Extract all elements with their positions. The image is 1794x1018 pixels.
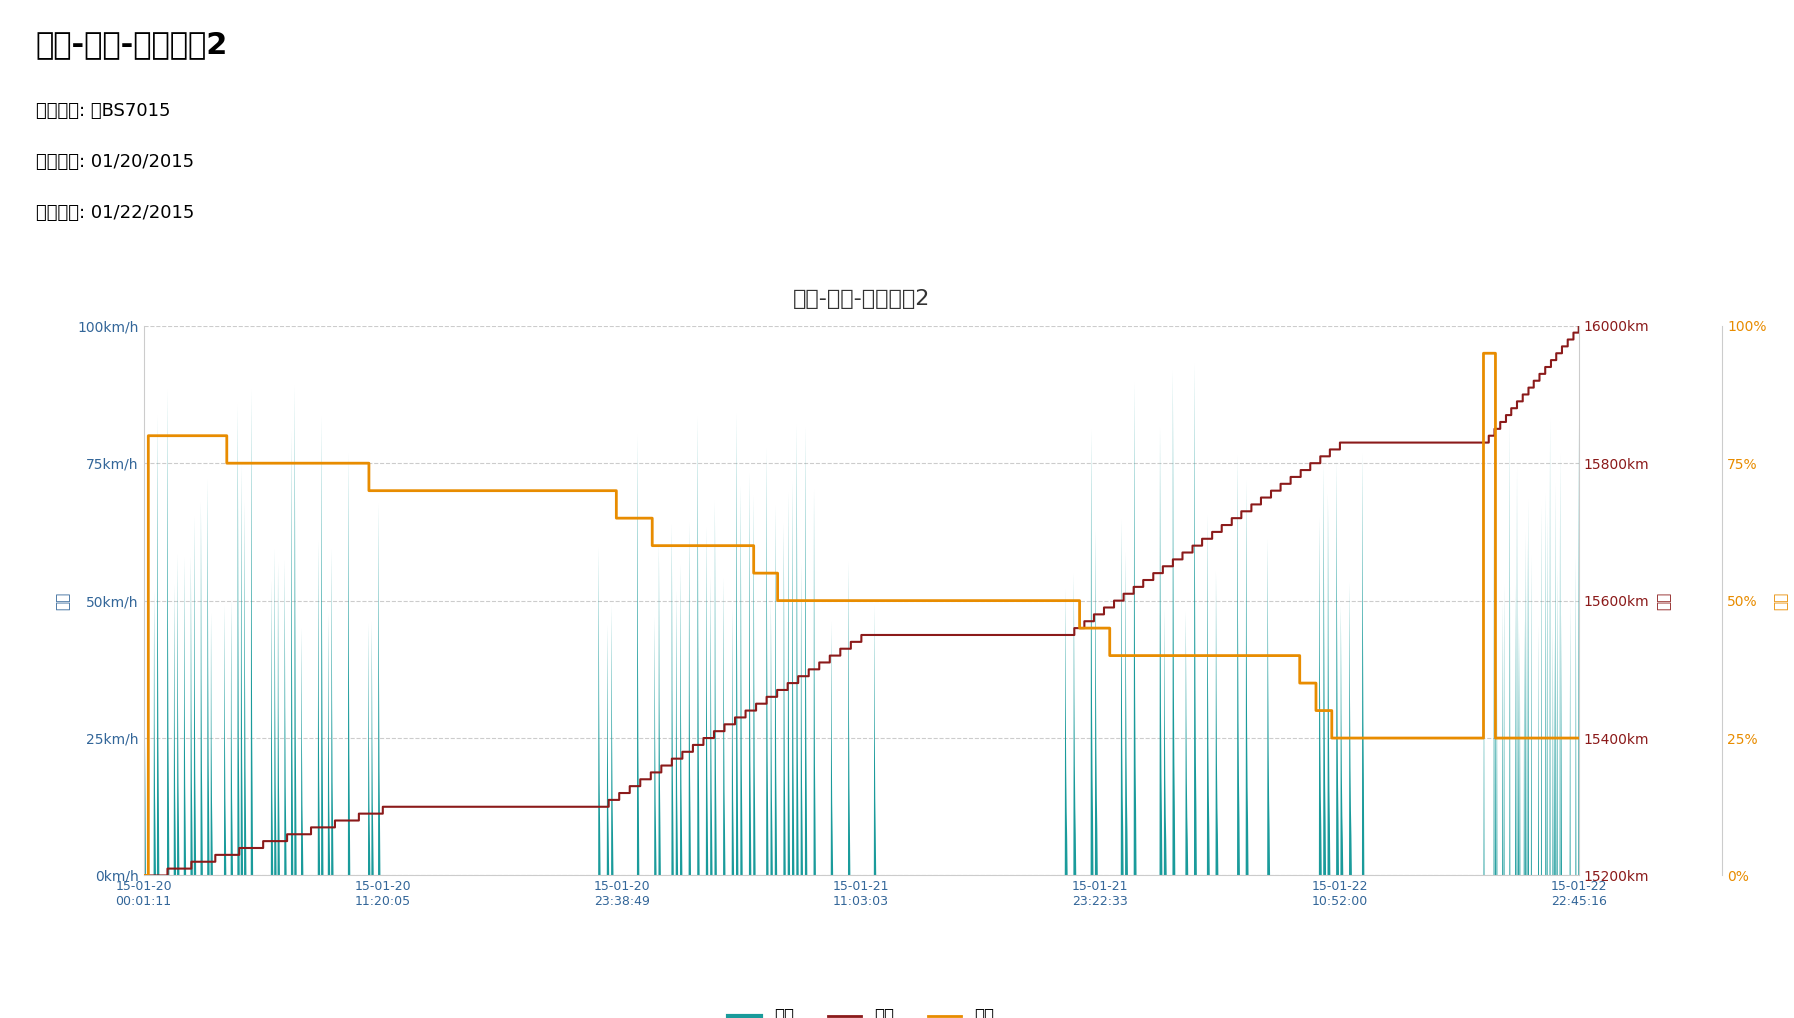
Text: 油耗-速度-里程图表2: 油耗-速度-里程图表2 (36, 31, 228, 59)
Y-axis label: 油量: 油量 (1774, 591, 1789, 610)
Legend: 速度, 里程, 油量: 速度, 里程, 油量 (721, 1001, 1001, 1018)
Text: 结束时间: 01/22/2015: 结束时间: 01/22/2015 (36, 204, 194, 222)
Text: 开始时间: 01/20/2015: 开始时间: 01/20/2015 (36, 153, 194, 171)
Text: 车牌号码: 粤BS7015: 车牌号码: 粤BS7015 (36, 102, 170, 120)
Y-axis label: 速度: 速度 (56, 591, 70, 610)
Title: 油耗-速度-里程图表2: 油耗-速度-里程图表2 (793, 289, 929, 308)
Y-axis label: 里程: 里程 (1656, 591, 1672, 610)
